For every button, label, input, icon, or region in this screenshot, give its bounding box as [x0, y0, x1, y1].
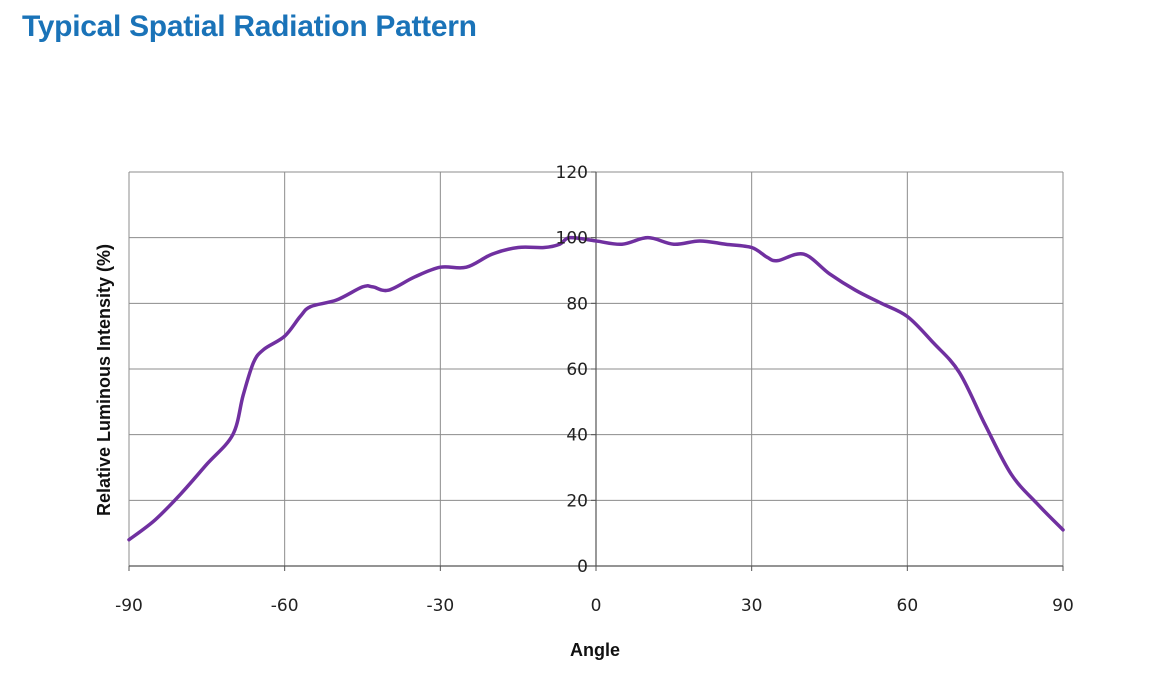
x-tick-label: -90 — [115, 596, 143, 616]
y-tick-label: 20 — [566, 491, 588, 511]
axis-lines — [128, 171, 1064, 571]
y-tick-label: 100 — [556, 229, 588, 249]
series-line — [127, 235, 1065, 542]
tick-labels: 0 20 40 60 80 100 120 -90 -60 -30 0 30 60 90 — [115, 163, 1074, 616]
x-tick-label: -60 — [271, 596, 299, 616]
x-axis-title: Angle — [570, 640, 620, 660]
page-title: Typical Spatial Radiation Pattern — [22, 10, 477, 43]
y-axis-title: Relative Luminous Intensity (%) — [94, 244, 114, 516]
y-tick-label: 40 — [566, 426, 588, 446]
y-tick-label: 0 — [577, 557, 588, 577]
x-tick-label: 60 — [897, 596, 919, 616]
x-tick-label: 30 — [741, 596, 763, 616]
y-tick-label: 120 — [556, 163, 588, 183]
series-layer — [127, 235, 1065, 542]
x-tick-label: 0 — [591, 596, 602, 616]
x-tick-label: 90 — [1052, 596, 1074, 616]
y-tick-label: 60 — [566, 360, 588, 380]
y-tick-label: 80 — [566, 294, 588, 314]
x-tick-label: -30 — [426, 596, 454, 616]
